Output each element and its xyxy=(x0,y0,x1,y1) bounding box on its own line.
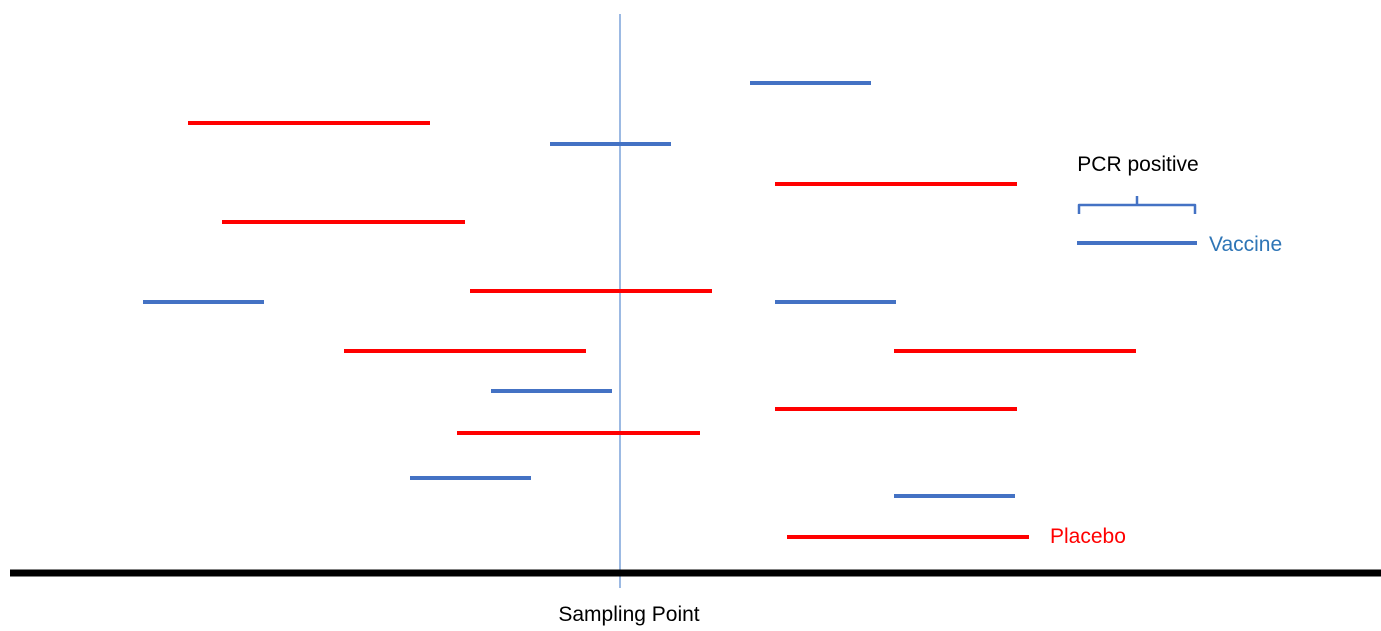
pcr-positive-intervals xyxy=(143,81,1136,539)
vaccine-label: Vaccine xyxy=(1209,233,1282,256)
placebo-label: Placebo xyxy=(1050,525,1126,548)
pcr-positive-bracket xyxy=(1077,196,1197,214)
sampling-point-label: Sampling Point xyxy=(558,603,699,626)
pcr-positive-label: PCR positive xyxy=(1077,153,1198,176)
